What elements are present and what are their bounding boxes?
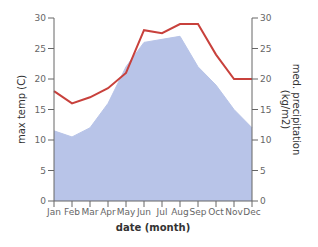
- svg-text:Jan: Jan: [46, 207, 61, 217]
- svg-text:20: 20: [260, 74, 272, 84]
- svg-text:Dec: Dec: [243, 207, 260, 217]
- svg-text:25: 25: [35, 44, 46, 54]
- svg-text:5: 5: [260, 166, 266, 176]
- svg-text:5: 5: [40, 166, 46, 176]
- svg-text:May: May: [117, 207, 136, 217]
- svg-text:Apr: Apr: [100, 207, 116, 217]
- svg-text:Jul: Jul: [156, 207, 168, 217]
- svg-text:Feb: Feb: [64, 207, 80, 217]
- svg-text:30: 30: [35, 13, 47, 23]
- svg-text:Jun: Jun: [136, 207, 151, 217]
- svg-text:Oct: Oct: [208, 207, 224, 217]
- svg-text:med. precipitation(kg/m2): med. precipitation(kg/m2): [280, 64, 302, 156]
- svg-text:max temp (C): max temp (C): [16, 75, 27, 144]
- svg-text:10: 10: [35, 135, 47, 145]
- svg-text:15: 15: [35, 105, 46, 115]
- svg-text:20: 20: [35, 74, 47, 84]
- svg-text:0: 0: [260, 196, 266, 206]
- svg-text:25: 25: [260, 44, 271, 54]
- svg-text:10: 10: [260, 135, 272, 145]
- svg-text:Mar: Mar: [82, 207, 99, 217]
- svg-text:date (month): date (month): [116, 222, 190, 233]
- svg-text:15: 15: [260, 105, 271, 115]
- svg-text:30: 30: [260, 13, 272, 23]
- svg-text:0: 0: [40, 196, 46, 206]
- svg-text:Nov: Nov: [225, 207, 243, 217]
- svg-text:Aug: Aug: [171, 207, 189, 217]
- svg-text:Sep: Sep: [190, 207, 207, 217]
